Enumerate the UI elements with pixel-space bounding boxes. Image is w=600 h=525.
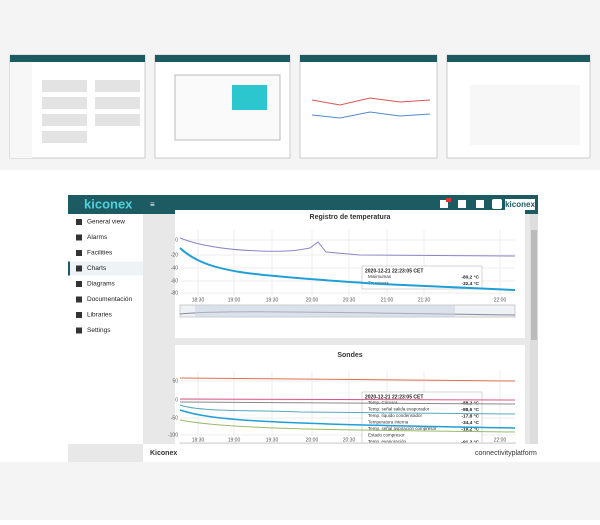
tooltip-value: -32,4 °C xyxy=(461,281,479,287)
menu-icon xyxy=(76,296,82,303)
menu-item[interactable]: Charts xyxy=(87,265,107,272)
tooltip-value: -91,2 °C xyxy=(461,439,479,445)
menu-icon[interactable]: ≡ xyxy=(150,200,155,209)
y-tick-label: 50 xyxy=(172,378,178,384)
menu-item[interactable]: Documentación xyxy=(87,296,133,303)
tooltip-series: Temp. Cámara xyxy=(368,400,398,405)
menu-item[interactable]: Libraries xyxy=(87,312,113,319)
tooltip-series: Temperatura interna xyxy=(368,420,409,425)
tooltip-series: Temp. evaporación xyxy=(368,439,407,444)
menu-icon xyxy=(76,312,82,318)
badge xyxy=(505,199,535,210)
y-tick-label: 0 xyxy=(175,237,178,243)
tooltip xyxy=(361,265,483,290)
x-tick-label: 22:00 xyxy=(494,437,507,443)
menu-item[interactable]: Alarms xyxy=(87,234,108,241)
menu-icon xyxy=(76,327,82,334)
x-tick-label: 20:30 xyxy=(343,297,356,303)
tooltip-series: Temp. señal aspiración compresor xyxy=(368,426,437,431)
settings-icon[interactable] xyxy=(476,200,484,208)
active-item xyxy=(68,261,143,276)
y-tick-label: -60 xyxy=(171,278,178,284)
active-marker xyxy=(68,261,70,276)
y-tick-label: -40 xyxy=(171,265,178,271)
tooltip-series: Estado compresor xyxy=(368,433,405,438)
user-icon[interactable] xyxy=(492,199,502,209)
x-tick-label: 21:00 xyxy=(381,297,394,303)
y-tick-label: -20 xyxy=(171,252,178,258)
menu-item[interactable]: Diagrams xyxy=(87,281,116,288)
tooltip-value: -19,2 °C xyxy=(461,426,479,432)
x-tick-label: 20:00 xyxy=(306,297,319,303)
menu-icon xyxy=(76,234,82,241)
thumbnails xyxy=(9,54,591,159)
x-tick-label: 20:00 xyxy=(306,437,319,443)
x-tick-label: 18:30 xyxy=(192,437,205,443)
x-tick-label: 19:30 xyxy=(266,437,279,443)
chart-title: Sondes xyxy=(337,352,362,359)
y-tick-label: -80 xyxy=(171,290,178,296)
bottom-strip xyxy=(0,462,600,520)
menu-icon xyxy=(76,219,82,225)
footer-tagline: connectivityplatform xyxy=(475,450,537,457)
tooltip-series: Minimumas xyxy=(368,274,392,279)
x-tick-label: 18:30 xyxy=(192,297,205,303)
menu-item[interactable]: Settings xyxy=(87,327,111,334)
tooltip-value: -88,6 °C xyxy=(461,407,479,413)
x-tick-label: 19:00 xyxy=(228,297,241,303)
menu-icon xyxy=(76,250,82,256)
tooltip-date: 2020-12-21 22:23:05 CET xyxy=(365,394,423,400)
menu-icon xyxy=(76,265,82,272)
tooltip-series: Temp. líquido condensador xyxy=(368,413,423,418)
alarm-icon[interactable] xyxy=(440,200,448,208)
app-header xyxy=(68,195,538,214)
x-tick-label: 19:30 xyxy=(266,297,279,303)
tooltip-value: -80,2 °C xyxy=(461,274,479,280)
menu-icon xyxy=(76,281,82,287)
x-tick-label: 22:00 xyxy=(494,297,507,303)
chart-title: Registro de temperatura xyxy=(310,214,391,221)
y-tick-label: -100 xyxy=(168,432,178,438)
badge-text: kiconex xyxy=(505,200,535,209)
footer-brand: Kiconex xyxy=(150,450,177,457)
x-tick-label: 21:30 xyxy=(418,297,431,303)
facility-icon[interactable] xyxy=(458,200,466,208)
x-tick-label: 19:00 xyxy=(228,437,241,443)
x-tick-label: 20:30 xyxy=(343,437,356,443)
tooltip-value: -17,8 °C xyxy=(461,413,479,419)
tooltip-value: -34,4 °C xyxy=(461,420,479,426)
logo: kiconex xyxy=(84,196,133,211)
tooltip-series: Temp. señal salida evaporador xyxy=(368,407,430,412)
y-tick-label: -50 xyxy=(171,415,178,421)
tooltip-date: 2020-12-21 22:23:05 CET xyxy=(365,268,423,274)
menu-item[interactable]: Facilities xyxy=(87,250,113,257)
footer xyxy=(143,444,538,462)
menu-item[interactable]: General view xyxy=(87,219,125,226)
y-tick-label: 0 xyxy=(175,397,178,403)
